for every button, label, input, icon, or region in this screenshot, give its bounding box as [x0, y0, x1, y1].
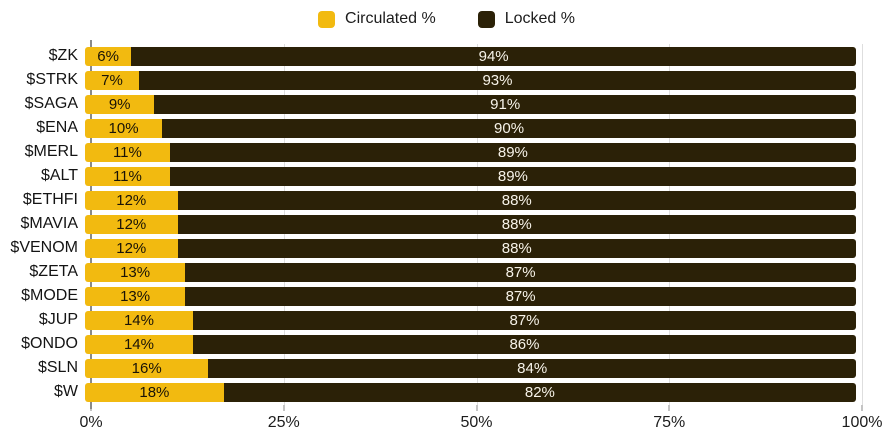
circulated-segment[interactable]: 13%: [85, 286, 186, 306]
chart-legend: Circulated % Locked %: [0, 6, 893, 32]
bar-row-saga: $SAGA 9% 91%: [0, 92, 893, 116]
circulated-segment[interactable]: 14%: [85, 310, 193, 330]
category-label: $ZETA: [29, 263, 78, 280]
bar-row-jup: $JUP 14% 87%: [0, 308, 893, 332]
category-label: $ETHFI: [22, 191, 78, 208]
locked-segment[interactable]: 86%: [192, 334, 856, 354]
bar-track[interactable]: 6% 94%: [85, 46, 856, 66]
bar-row-merl: $MERL 11% 89%: [0, 140, 893, 164]
locked-segment[interactable]: 90%: [162, 118, 856, 138]
bar-row-mode: $MODE 13% 87%: [0, 284, 893, 308]
category-label: $SLN: [37, 359, 78, 376]
circulated-segment[interactable]: 11%: [85, 166, 170, 186]
circulated-segment[interactable]: 12%: [85, 190, 178, 210]
x-tick-label: 0%: [79, 414, 103, 431]
circulated-segment[interactable]: 11%: [85, 142, 170, 162]
locked-segment[interactable]: 94%: [131, 46, 856, 66]
legend-swatch-icon: [318, 10, 336, 28]
bar-track[interactable]: 11% 89%: [85, 142, 856, 162]
bar-track[interactable]: 12% 88%: [85, 238, 856, 258]
locked-segment[interactable]: 89%: [169, 142, 856, 162]
chart-plot-area: $ZK 6% 94% $STRK 7% 93% $SAGA 9% 91% $ENA 10% 90% $M…: [0, 40, 893, 409]
x-tick-label: 50%: [460, 414, 493, 431]
bar-row-ethfi: $ETHFI 12% 88%: [0, 188, 893, 212]
category-label: $ONDO: [21, 335, 78, 352]
locked-segment[interactable]: 84%: [208, 358, 856, 378]
legend-swatch-icon: [477, 10, 495, 28]
category-label: $ALT: [40, 167, 78, 184]
bar-track[interactable]: 7% 93%: [85, 70, 856, 90]
locked-segment[interactable]: 88%: [177, 238, 856, 258]
legend-label: Locked %: [504, 10, 575, 27]
bar-row-sln: $SLN 16% 84%: [0, 356, 893, 380]
bar-row-zk: $ZK 6% 94%: [0, 44, 893, 68]
bar-track[interactable]: 13% 87%: [85, 262, 856, 282]
category-label: $MODE: [21, 287, 78, 304]
bar-row-strk: $STRK 7% 93%: [0, 68, 893, 92]
bar-track[interactable]: 12% 88%: [85, 190, 856, 210]
x-tick-mark: [668, 405, 670, 411]
circulated-segment[interactable]: 16%: [85, 358, 209, 378]
bar-track[interactable]: 12% 88%: [85, 214, 856, 234]
locked-segment[interactable]: 89%: [169, 166, 856, 186]
x-tick-label: 75%: [653, 414, 686, 431]
locked-segment[interactable]: 93%: [138, 70, 856, 90]
circulated-segment[interactable]: 10%: [85, 118, 163, 138]
category-label: $ENA: [36, 119, 78, 136]
category-label: $STRK: [26, 71, 78, 88]
locked-segment[interactable]: 91%: [154, 94, 856, 114]
legend-label: Circulated %: [345, 10, 436, 27]
bar-rows: $ZK 6% 94% $STRK 7% 93% $SAGA 9% 91% $ENA 10% 90% $M…: [0, 44, 893, 404]
circulated-segment[interactable]: 12%: [85, 238, 178, 258]
bar-row-ena: $ENA 10% 90%: [0, 116, 893, 140]
category-label: $W: [54, 383, 78, 400]
x-tick-mark: [283, 405, 285, 411]
bar-track[interactable]: 13% 87%: [85, 286, 856, 306]
bar-track[interactable]: 9% 91%: [85, 94, 856, 114]
circulated-segment[interactable]: 7%: [85, 70, 139, 90]
category-label: $ZK: [48, 47, 78, 64]
category-label: $MAVIA: [20, 215, 79, 232]
category-label: $MERL: [24, 143, 78, 160]
bar-track[interactable]: 10% 90%: [85, 118, 856, 138]
circulated-segment[interactable]: 18%: [85, 382, 224, 402]
category-label: $VENOM: [10, 239, 78, 256]
locked-segment[interactable]: 88%: [177, 190, 856, 210]
circulated-segment[interactable]: 13%: [85, 262, 186, 282]
locked-segment[interactable]: 88%: [177, 214, 856, 234]
bar-row-venom: $VENOM 12% 88%: [0, 236, 893, 260]
x-axis: 0% 25% 50% 75% 100%: [79, 405, 882, 437]
circulated-segment[interactable]: 6%: [85, 46, 132, 66]
x-tick-label: 25%: [267, 414, 300, 431]
locked-segment[interactable]: 87%: [192, 310, 856, 330]
bar-track[interactable]: 16% 84%: [85, 358, 856, 378]
circulated-segment[interactable]: 14%: [85, 334, 193, 354]
x-tick-mark: [90, 405, 92, 411]
legend-item[interactable]: Locked %: [477, 10, 575, 28]
bar-row-mavia: $MAVIA 12% 88%: [0, 212, 893, 236]
category-label: $SAGA: [24, 95, 78, 112]
locked-segment[interactable]: 87%: [185, 262, 856, 282]
legend-item[interactable]: Circulated %: [318, 10, 436, 28]
bar-row-ondo: $ONDO 14% 86%: [0, 332, 893, 356]
locked-segment[interactable]: 82%: [223, 382, 856, 402]
bar-row-alt: $ALT 11% 89%: [0, 164, 893, 188]
bar-track[interactable]: 18% 82%: [85, 382, 856, 402]
x-tick-mark: [476, 405, 477, 411]
x-tick-mark: [861, 405, 863, 411]
circulated-segment[interactable]: 9%: [85, 94, 155, 114]
circulated-segment[interactable]: 12%: [85, 214, 178, 234]
bar-track[interactable]: 14% 86%: [85, 334, 856, 354]
locked-segment[interactable]: 87%: [185, 286, 856, 306]
category-label: $JUP: [38, 311, 78, 328]
bar-row-zeta: $ZETA 13% 87%: [0, 260, 893, 284]
bar-track[interactable]: 11% 89%: [85, 166, 856, 186]
x-tick-label: 100%: [841, 414, 883, 431]
bar-track[interactable]: 14% 87%: [85, 310, 856, 330]
bar-row-w: $W 18% 82%: [0, 380, 893, 404]
